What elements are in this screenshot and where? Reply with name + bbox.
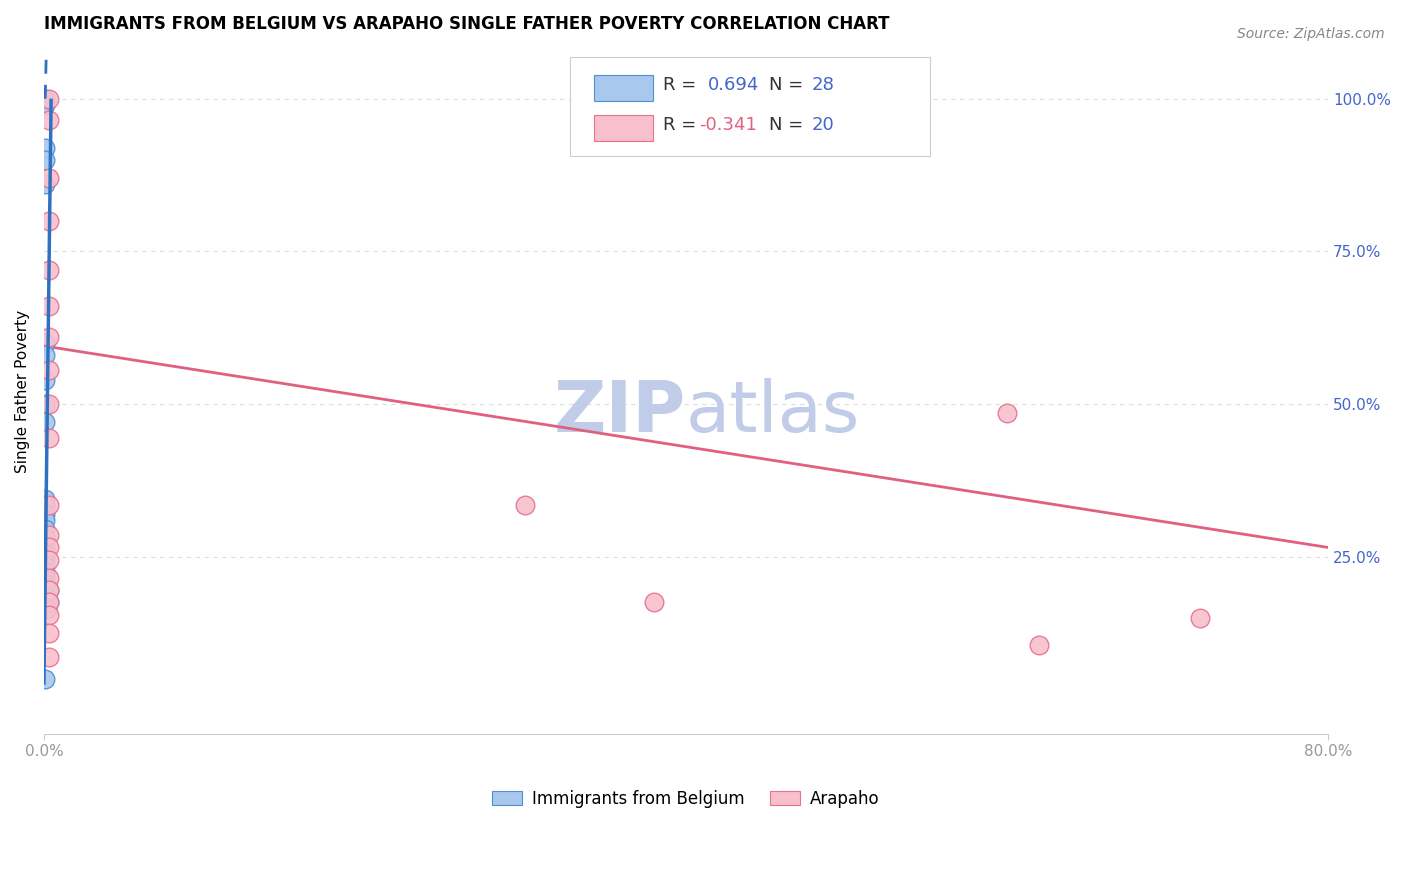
FancyBboxPatch shape [593,115,652,142]
Text: atlas: atlas [686,378,860,447]
Text: ZIP: ZIP [554,378,686,447]
Point [34,177,56,191]
Text: 28: 28 [811,76,835,94]
Point [38,595,60,609]
Point [995,406,1018,420]
Point [34,552,56,566]
Point [38,92,60,106]
Point [34,140,56,154]
Point [34,153,56,167]
Point [34,498,56,512]
FancyBboxPatch shape [593,75,652,102]
Point [38,171,60,186]
Text: 0.694: 0.694 [707,76,759,94]
Point [34,348,56,362]
Point [34,513,56,527]
Point [515,498,537,512]
Point [34,590,56,604]
Point [38,528,60,542]
Point [34,507,56,521]
Text: N =: N = [769,76,810,94]
Point [34,97,56,112]
Y-axis label: Single Father Poverty: Single Father Poverty [15,310,30,474]
Point [34,565,56,579]
Point [38,113,60,128]
Legend: Immigrants from Belgium, Arapaho: Immigrants from Belgium, Arapaho [485,783,886,814]
Point [34,531,56,545]
Point [38,583,60,598]
Point [34,522,56,536]
Text: IMMIGRANTS FROM BELGIUM VS ARAPAHO SINGLE FATHER POVERTY CORRELATION CHART: IMMIGRANTS FROM BELGIUM VS ARAPAHO SINGL… [44,15,890,33]
Point [34,92,56,106]
Text: Source: ZipAtlas.com: Source: ZipAtlas.com [1237,27,1385,41]
Point [38,571,60,585]
Text: -0.341: -0.341 [699,116,756,134]
Point [38,650,60,665]
Point [34,491,56,506]
Point [34,335,56,350]
Point [643,595,665,609]
Point [38,552,60,566]
Point [34,397,56,411]
Point [38,607,60,622]
Point [34,672,56,686]
Point [34,558,56,573]
Point [34,547,56,561]
Point [34,571,56,585]
Point [1028,638,1050,652]
Text: R =: R = [662,76,702,94]
Point [38,431,60,445]
Text: N =: N = [769,116,810,134]
Point [38,541,60,555]
Text: 20: 20 [811,116,835,134]
Text: R =: R = [662,116,702,134]
Point [38,262,60,277]
FancyBboxPatch shape [571,57,929,156]
Point [1188,610,1211,624]
Point [38,583,60,598]
Point [38,214,60,228]
Point [35,601,58,615]
Point [38,363,60,377]
Point [34,415,56,429]
Point [34,577,56,591]
Point [38,626,60,640]
Point [34,373,56,387]
Point [38,299,60,313]
Point [38,595,60,609]
Point [34,541,56,555]
Point [38,330,60,344]
Point [38,397,60,411]
Point [38,498,60,512]
